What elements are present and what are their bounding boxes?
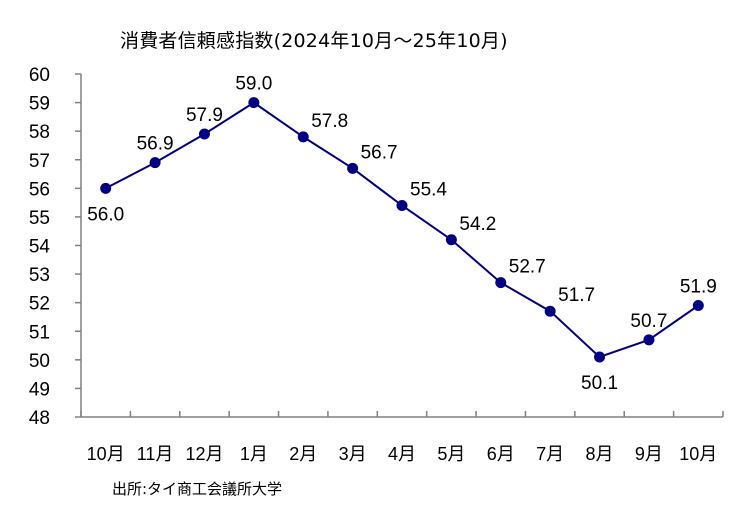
data-point bbox=[100, 182, 112, 194]
data-point bbox=[692, 300, 704, 312]
data-label: 55.4 bbox=[410, 179, 447, 200]
x-tick-label: 1月 bbox=[240, 444, 268, 464]
data-point bbox=[643, 334, 655, 346]
data-label: 52.7 bbox=[509, 257, 546, 278]
y-axis-labels: 60 59 58 57 56 55 54 53 52 51 50 49 48 bbox=[29, 65, 51, 429]
y-tick-label: 51 bbox=[29, 322, 50, 343]
data-label: 57.9 bbox=[186, 105, 223, 126]
data-point bbox=[495, 277, 507, 289]
data-label: 51.7 bbox=[558, 285, 595, 306]
data-point bbox=[297, 131, 309, 143]
y-tick-label: 60 bbox=[29, 65, 50, 86]
y-tick-label: 59 bbox=[29, 94, 50, 115]
data-point bbox=[149, 157, 161, 169]
data-label: 54.2 bbox=[459, 214, 496, 235]
x-tick-label: 7月 bbox=[536, 444, 564, 464]
x-axis-ticks bbox=[80, 411, 724, 417]
x-tick-label: 12月 bbox=[185, 444, 223, 464]
y-tick-label: 48 bbox=[29, 408, 50, 429]
chart-title: 消費者信頼感指数(2024年10月～25年10月) bbox=[120, 30, 508, 52]
data-point bbox=[248, 97, 260, 109]
y-tick-label: 49 bbox=[29, 379, 50, 400]
y-tick-label: 57 bbox=[29, 151, 50, 172]
data-label: 56.7 bbox=[361, 142, 398, 163]
data-labels: 56.0 56.9 57.9 59.0 57.8 56.7 55.4 54.2 52.7 51.7… bbox=[87, 74, 717, 394]
data-label: 56.9 bbox=[137, 134, 174, 155]
x-axis-labels: 10月 11月 12月 1月 2月 3月 4月 5月 6月 7月 8月 9月 10月 bbox=[87, 444, 718, 464]
data-point bbox=[347, 162, 359, 174]
x-tick-label: 3月 bbox=[339, 444, 367, 464]
data-label: 56.0 bbox=[87, 204, 124, 225]
y-axis-ticks bbox=[75, 73, 81, 418]
x-tick-label: 6月 bbox=[487, 444, 515, 464]
x-tick-label: 8月 bbox=[586, 444, 614, 464]
series-line bbox=[105, 101, 699, 359]
data-label: 50.7 bbox=[630, 311, 667, 332]
y-tick-label: 58 bbox=[29, 122, 50, 143]
data-point bbox=[445, 234, 457, 246]
y-tick-label: 50 bbox=[29, 351, 50, 372]
x-tick-label: 9月 bbox=[635, 444, 663, 464]
data-label: 50.1 bbox=[581, 373, 618, 394]
x-tick-label: 10月 bbox=[87, 444, 125, 464]
data-label: 51.9 bbox=[680, 277, 717, 298]
x-tick-label: 5月 bbox=[437, 444, 465, 464]
source-note: 出所:タイ商工会議所大学 bbox=[112, 480, 283, 498]
data-points bbox=[100, 97, 704, 363]
data-point bbox=[396, 199, 408, 211]
x-tick-label: 11月 bbox=[137, 444, 174, 464]
data-point bbox=[544, 305, 556, 317]
x-tick-label: 10月 bbox=[679, 444, 717, 464]
x-tick-label: 2月 bbox=[289, 444, 317, 464]
y-tick-label: 54 bbox=[29, 237, 51, 258]
y-tick-label: 55 bbox=[29, 208, 50, 229]
x-tick-label: 4月 bbox=[388, 444, 416, 464]
data-point bbox=[198, 128, 210, 140]
data-point bbox=[594, 351, 606, 363]
data-label: 57.8 bbox=[311, 111, 348, 132]
y-tick-label: 53 bbox=[29, 265, 50, 286]
y-tick-label: 52 bbox=[29, 294, 50, 315]
y-tick-label: 56 bbox=[29, 179, 50, 200]
data-label: 59.0 bbox=[235, 74, 272, 95]
